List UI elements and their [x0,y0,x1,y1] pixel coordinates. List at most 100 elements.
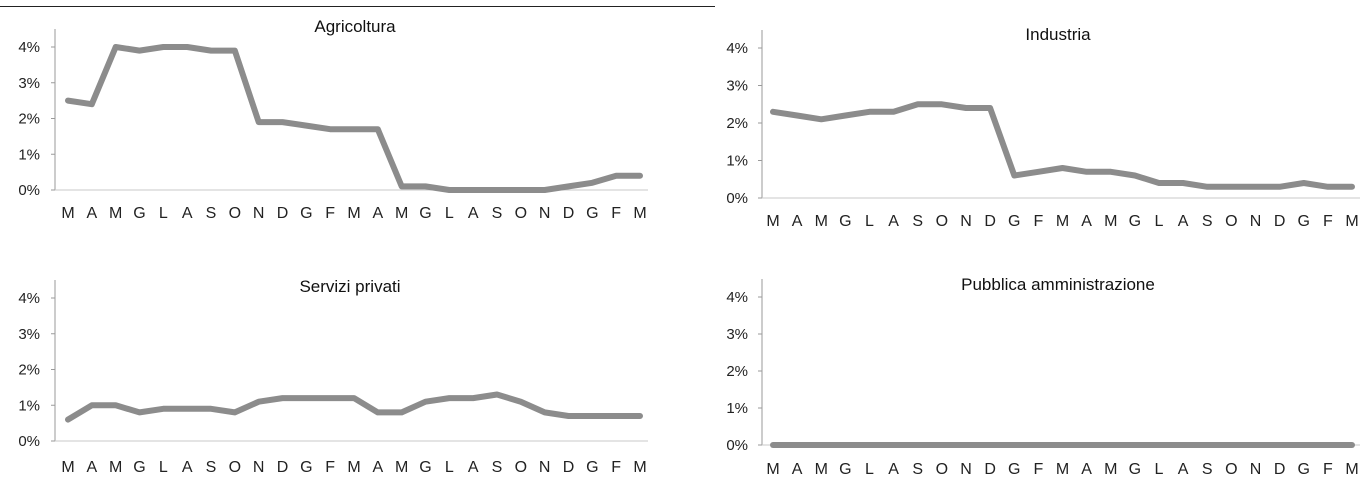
x-tick-label: A [888,461,899,478]
x-tick-label: O [1225,213,1237,230]
y-tick-label: 3% [18,326,40,343]
x-tick-label: G [300,205,312,222]
x-tick-label: A [792,461,803,478]
x-tick-label: S [206,205,217,222]
x-tick-label: M [1345,213,1358,230]
y-tick-label: 4% [18,39,40,56]
x-tick-label: O [515,205,527,222]
x-tick-label: D [1274,461,1286,478]
x-tick-label: G [586,459,598,476]
x-tick-label: M [61,459,74,476]
x-tick-label: N [1250,461,1262,478]
x-tick-label: G [1008,213,1020,230]
x-tick-label: G [300,459,312,476]
x-tick-label: F [611,205,621,222]
x-tick-label: L [445,205,454,222]
x-tick-label: S [1202,213,1213,230]
x-tick-label: M [815,461,828,478]
x-tick-label: D [277,459,289,476]
x-tick-label: M [1104,461,1117,478]
y-tick-label: 3% [726,326,748,343]
x-tick-label: O [515,459,527,476]
x-tick-label: M [109,205,122,222]
x-tick-label: S [206,459,217,476]
x-tick-label: G [419,205,431,222]
x-tick-label: F [611,459,621,476]
x-tick-label: L [865,213,874,230]
x-tick-label: S [492,205,503,222]
y-tick-label: 0% [726,190,748,207]
x-tick-label: L [159,459,168,476]
x-tick-label: F [1033,461,1043,478]
x-tick-label: G [1129,461,1141,478]
x-tick-label: G [133,205,145,222]
x-tick-label: D [277,205,289,222]
y-tick-label: 2% [18,111,40,128]
series-line-industria [770,101,1355,190]
y-tick-label: 0% [18,182,40,199]
x-tick-label: A [792,213,803,230]
x-tick-label: G [839,213,851,230]
y-tick-label: 0% [18,433,40,450]
x-tick-label: L [1155,213,1164,230]
y-tick-label: 1% [18,397,40,414]
x-tick-label: A [1178,461,1189,478]
x-tick-label: G [1298,461,1310,478]
x-tick-label: L [1155,461,1164,478]
x-tick-label: O [1225,461,1237,478]
x-tick-label: M [1345,461,1358,478]
x-tick-label: M [633,205,646,222]
x-tick-label: O [936,213,948,230]
y-tick-label: 4% [18,290,40,307]
x-tick-label: A [1178,213,1189,230]
x-tick-label: N [253,205,265,222]
x-tick-label: M [395,205,408,222]
x-tick-label: F [325,459,335,476]
chart-title-industria: Industria [1025,25,1091,44]
series-line-servizi-privati [65,391,643,423]
x-tick-label: G [133,459,145,476]
x-tick-label: A [182,459,193,476]
y-tick-label: 1% [726,400,748,417]
x-tick-label: N [960,213,972,230]
x-tick-label: G [419,459,431,476]
y-tick-label: 4% [726,40,748,57]
x-tick-label: D [1274,213,1286,230]
x-tick-label: G [1298,213,1310,230]
x-tick-label: G [839,461,851,478]
x-tick-label: A [468,205,479,222]
x-tick-label: S [1202,461,1213,478]
x-tick-label: N [960,461,972,478]
x-tick-label: M [1104,213,1117,230]
x-tick-label: M [347,459,360,476]
y-tick-label: 2% [726,115,748,132]
series-line-agricoltura [65,44,643,193]
x-tick-label: M [347,205,360,222]
x-tick-label: F [325,205,335,222]
x-tick-label: O [936,461,948,478]
y-tick-label: 2% [726,363,748,380]
x-tick-label: D [984,461,996,478]
x-tick-label: O [229,205,241,222]
y-tick-label: 4% [726,289,748,306]
chart-title-pubblica-amministrazione: Pubblica amministrazione [961,275,1155,294]
y-tick-label: 3% [18,75,40,92]
x-tick-label: M [395,459,408,476]
y-tick-label: 2% [18,362,40,379]
x-tick-label: D [563,205,575,222]
x-tick-label: L [445,459,454,476]
x-tick-label: A [86,459,97,476]
x-tick-label: M [1056,461,1069,478]
chart-title-servizi-privati: Servizi privati [299,277,400,296]
x-tick-label: M [766,213,779,230]
x-tick-label: M [109,459,122,476]
top-rule [0,6,715,7]
x-tick-label: S [912,213,923,230]
x-tick-label: F [1323,213,1333,230]
x-tick-label: A [182,205,193,222]
x-tick-label: D [563,459,575,476]
x-tick-label: G [1008,461,1020,478]
